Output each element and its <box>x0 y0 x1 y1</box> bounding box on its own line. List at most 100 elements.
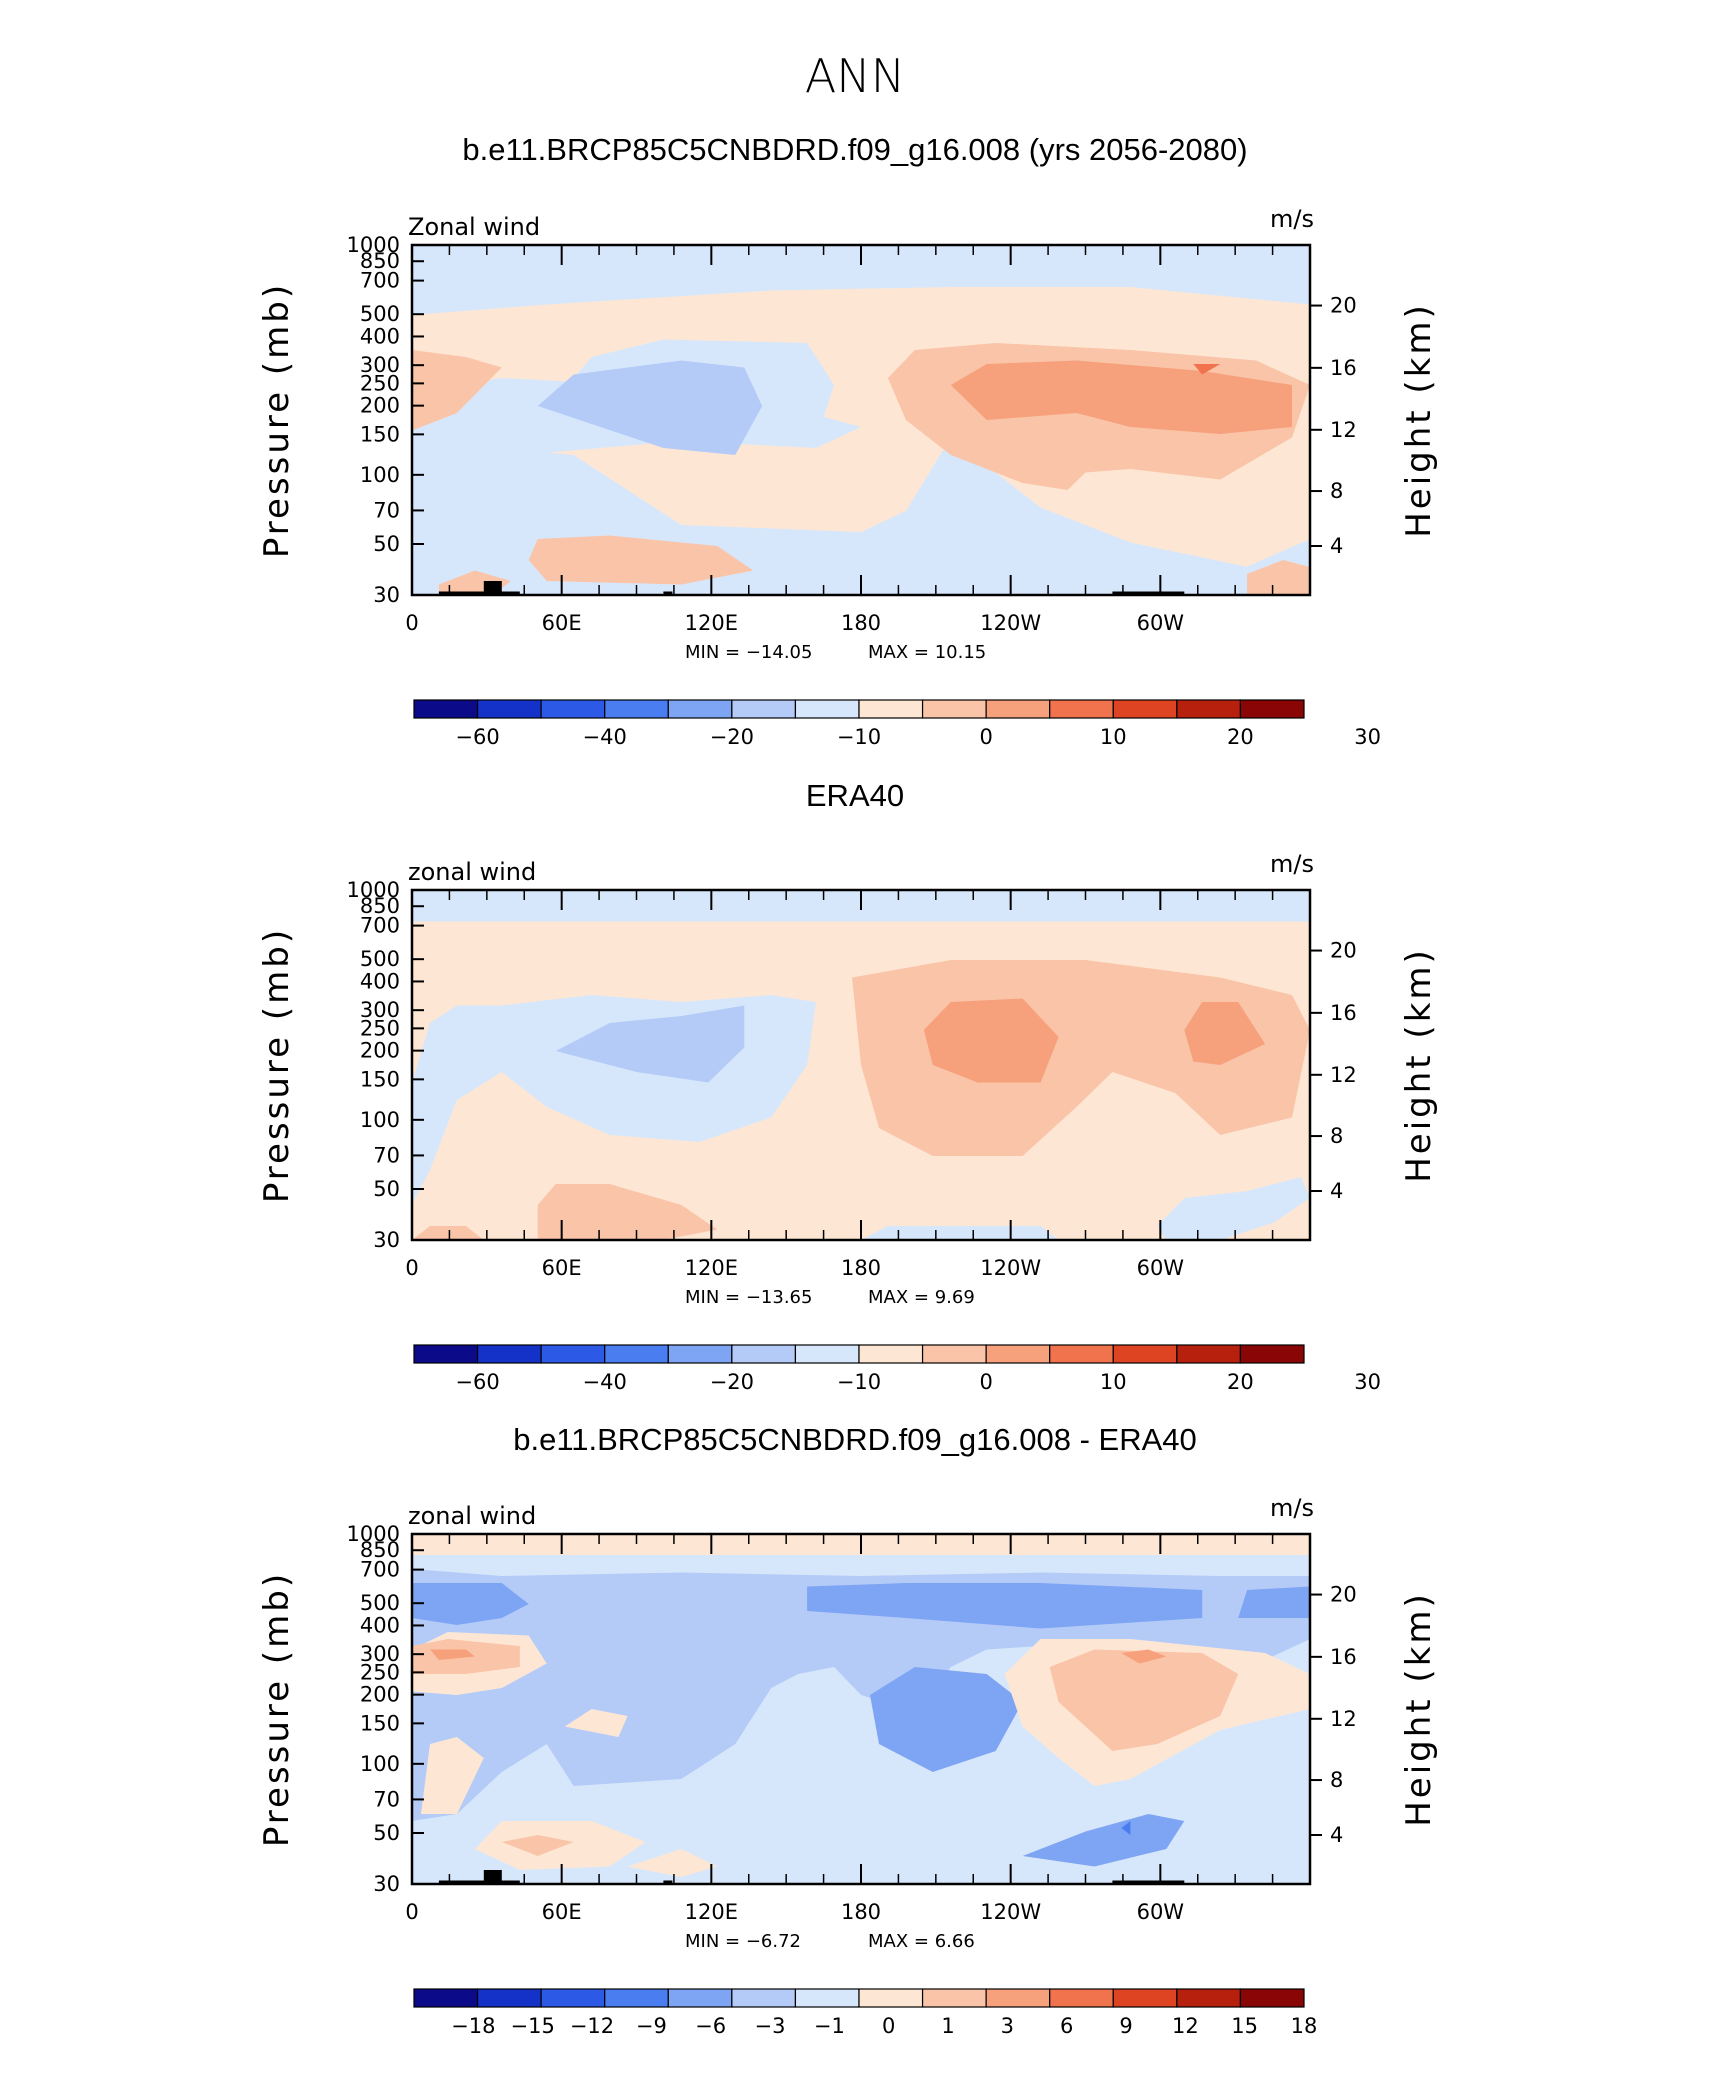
y2-tick-label: 8 <box>1330 1768 1343 1792</box>
y-tick-label: 850 <box>360 249 400 273</box>
colorbar-box <box>731 699 797 719</box>
colorbar-label: −1 <box>814 2014 845 2038</box>
contour-region <box>537 1184 718 1240</box>
y2-tick-label: 12 <box>1330 1707 1357 1731</box>
min-label: MIN = −14.05 <box>685 642 812 663</box>
y-tick-label: 150 <box>360 1067 400 1091</box>
contour-field <box>412 245 1310 595</box>
y-tick-label: 300 <box>360 998 400 1022</box>
variable-label: Zonal wind <box>408 213 540 241</box>
y-tick-label: 700 <box>360 1558 400 1582</box>
colorbar-label: 30 <box>1354 725 1381 749</box>
x-tick-label: 60W <box>1137 1900 1185 1924</box>
colorbar-box <box>540 699 606 719</box>
contour-field <box>412 890 1310 1240</box>
y2-tick-label: 8 <box>1330 479 1343 503</box>
colorbar-label: 1 <box>941 2014 954 2038</box>
y-axis-label: Pressure (mb) <box>257 927 297 1203</box>
x-tick-label: 60E <box>542 611 582 635</box>
colorbar-label: −20 <box>710 725 754 749</box>
colorbar-box <box>731 1988 797 2008</box>
y-tick-label: 850 <box>360 894 400 918</box>
contour-region <box>564 1709 628 1737</box>
colorbar-box <box>921 1344 987 1364</box>
contour-region <box>807 1583 1203 1629</box>
terrain-mask <box>438 581 520 595</box>
y-tick-label: 50 <box>373 1821 400 1845</box>
contour-region <box>1022 1814 1185 1867</box>
colorbar-box <box>1112 1344 1178 1364</box>
x-tick-label: 120E <box>685 1256 738 1280</box>
y-tick-label: 30 <box>373 583 400 607</box>
colorbar-box <box>667 699 733 719</box>
x-tick-label: 120E <box>685 611 738 635</box>
colorbar-box <box>413 1344 479 1364</box>
panel-title: b.e11.BRCP85C5CNBDRD.f09_g16.008 (yrs 20… <box>462 132 1247 167</box>
colorbar-box <box>667 1344 733 1364</box>
max-label: MAX = 6.66 <box>868 1931 975 1952</box>
y2-tick-label: 4 <box>1330 534 1343 558</box>
y-tick-label: 500 <box>360 302 400 326</box>
colorbar-label: −10 <box>837 1370 881 1394</box>
x-tick-label: 0 <box>405 611 418 635</box>
colorbar-label: −9 <box>636 2014 667 2038</box>
max-label: MAX = 10.15 <box>868 642 986 663</box>
colorbar-label: −40 <box>583 1370 627 1394</box>
y-tick-label: 70 <box>373 498 400 522</box>
colorbar-box <box>413 1988 479 2008</box>
colorbar-box <box>794 1988 860 2008</box>
y-tick-label: 400 <box>360 1613 400 1637</box>
y-tick-label: 150 <box>360 1711 400 1735</box>
figure-title: ANN <box>805 49 905 103</box>
colorbar-box <box>1049 699 1114 719</box>
y2-tick-label: 12 <box>1330 1063 1357 1087</box>
contour-region <box>950 360 1292 434</box>
units-label: m/s <box>1270 850 1314 878</box>
x-tick-label: 0 <box>405 1900 418 1924</box>
y-tick-label: 1000 <box>347 233 400 257</box>
colorbar-box <box>1239 1988 1305 2008</box>
y-tick-label: 200 <box>360 1683 400 1707</box>
colorbar-box <box>985 699 1051 719</box>
y-tick-label: 250 <box>360 1016 400 1040</box>
y-tick-label: 500 <box>360 947 400 971</box>
contour-region <box>1193 364 1221 375</box>
colorbar-label: −3 <box>755 2014 786 2038</box>
colorbar-label: 6 <box>1060 2014 1073 2038</box>
colorbar-label: 10 <box>1100 1370 1127 1394</box>
contour-region <box>430 1649 475 1660</box>
contour-region <box>537 360 763 455</box>
contour-region <box>501 1835 574 1856</box>
contour-region <box>1049 1649 1239 1751</box>
colorbar-box <box>1049 1988 1114 2008</box>
colorbar-box <box>604 1344 669 1364</box>
colorbar-box <box>1239 699 1305 719</box>
x-tick-label: 60W <box>1137 611 1185 635</box>
y-tick-label: 50 <box>373 1177 400 1201</box>
contour-region <box>412 350 502 431</box>
contour-region <box>412 1583 529 1625</box>
contour-field <box>412 1534 1310 1884</box>
colorbar-label: −12 <box>570 2014 614 2038</box>
contour-region <box>1121 1821 1131 1835</box>
chart-panel-1: b.e11.BRCP85C5CNBDRD.f09_g16.008 (yrs 20… <box>257 132 1439 749</box>
colorbar-label: 0 <box>979 725 992 749</box>
y2-tick-label: 20 <box>1330 294 1357 318</box>
colorbar-label: 12 <box>1172 2014 1199 2038</box>
colorbar-box <box>731 1344 797 1364</box>
y-tick-label: 70 <box>373 1143 400 1167</box>
colorbar-box <box>985 1344 1051 1364</box>
y-tick-label: 150 <box>360 422 400 446</box>
x-tick-label: 60E <box>542 1256 582 1280</box>
colorbar-box <box>794 699 860 719</box>
colorbar-label: 3 <box>1001 2014 1014 2038</box>
terrain-mask <box>438 1870 520 1884</box>
colorbar-label: 9 <box>1119 2014 1132 2038</box>
min-label: MIN = −13.65 <box>685 1287 812 1308</box>
y2-tick-label: 20 <box>1330 1583 1357 1607</box>
contour-region <box>1247 560 1310 595</box>
y2-tick-label: 20 <box>1330 939 1357 963</box>
colorbar-box <box>540 1988 606 2008</box>
contour-region <box>1157 1177 1310 1240</box>
